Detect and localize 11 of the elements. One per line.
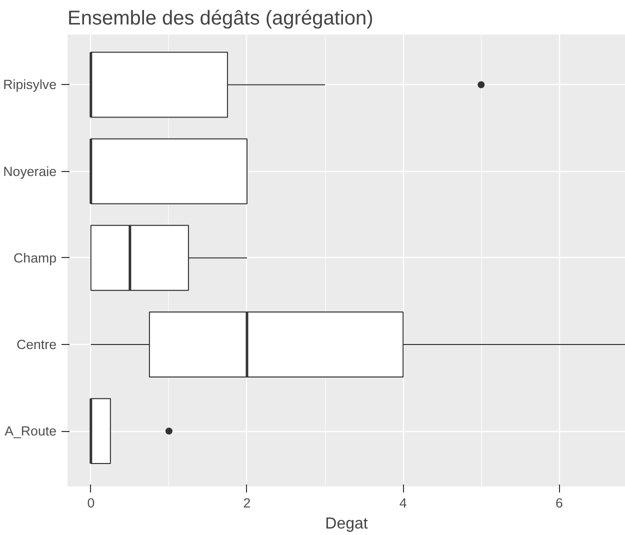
y-tick-label: Centre [16,336,57,352]
y-tick-label: Champ [14,250,57,266]
y-tick-label: Noyeraie [3,164,57,179]
x-tick-label: 4 [399,496,408,510]
y-tick-label: Ripisylve [3,77,57,92]
x-tick-label: 2 [243,496,251,510]
x-tick-label: 6 [555,496,563,510]
chart-title: Ensemble des dégâts (agrégation) [68,8,374,30]
y-tick-label: A_Route [4,424,57,439]
x-tick-label: 0 [87,496,95,510]
x-axis-title: Degat [325,516,368,532]
